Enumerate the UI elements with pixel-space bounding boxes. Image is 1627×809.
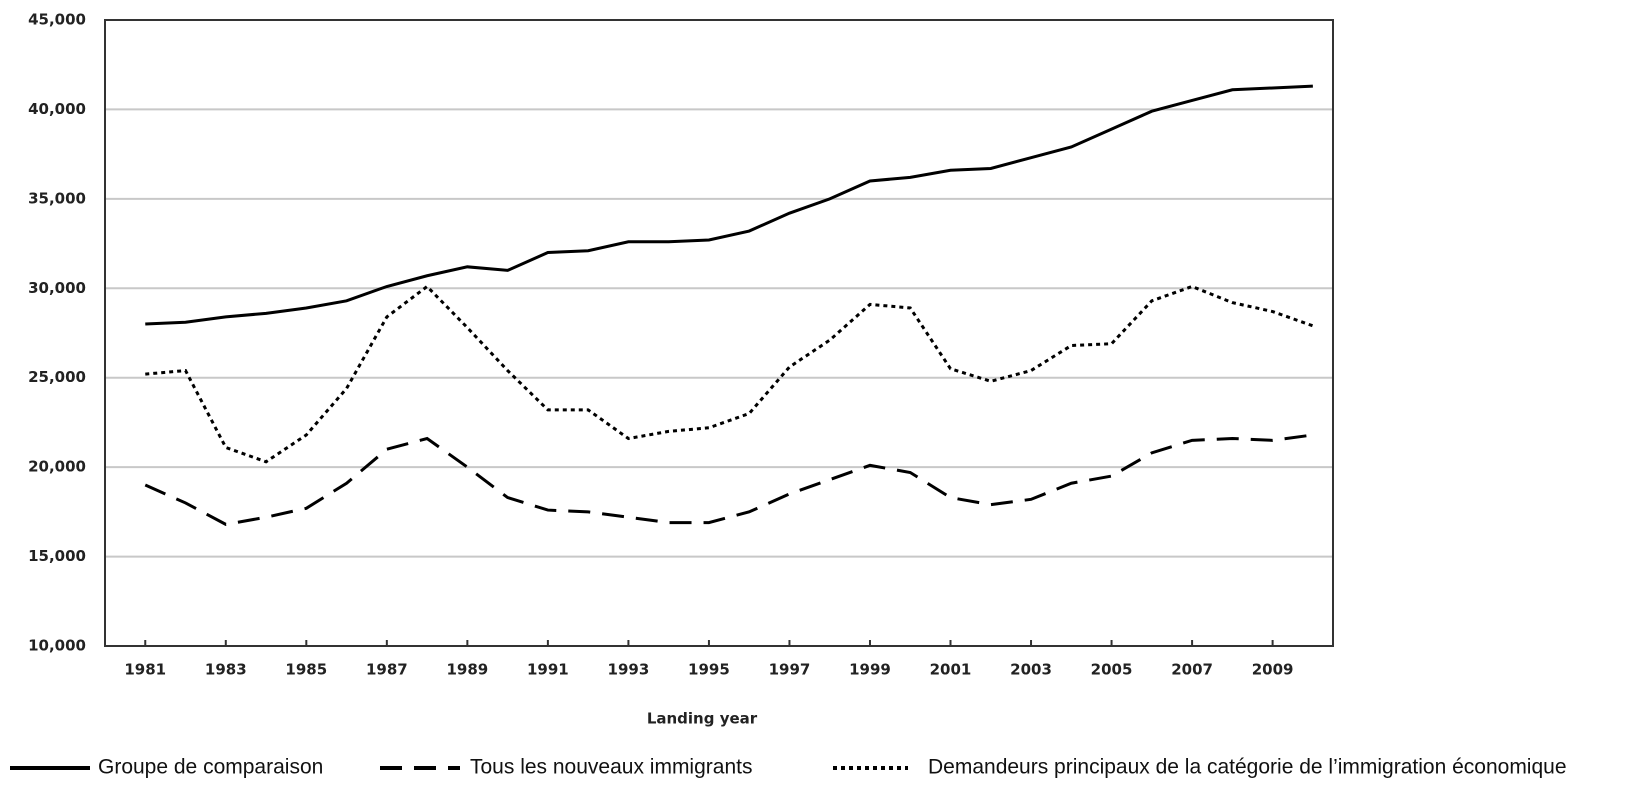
line-series xyxy=(145,284,1314,464)
x-tick-label: 1985 xyxy=(285,661,327,679)
y-tick-label: 25,000 xyxy=(28,368,86,386)
x-tick-label: 1997 xyxy=(769,661,811,679)
legend-label: Tous les nouveaux immigrants xyxy=(470,756,752,779)
x-tick-label: 2007 xyxy=(1171,661,1213,679)
x-tick-label: 2009 xyxy=(1252,661,1294,679)
x-tick-label: 2001 xyxy=(930,661,972,679)
y-tick-label: 10,000 xyxy=(28,637,86,655)
x-tick-label: 1983 xyxy=(205,661,247,679)
x-tick-label: 2005 xyxy=(1091,661,1133,679)
line-series xyxy=(145,84,1313,326)
x-tick-label: 1991 xyxy=(527,661,569,679)
y-tick-label: 30,000 xyxy=(28,279,86,297)
x-tick-label: 1993 xyxy=(608,661,650,679)
x-tick-label: 1999 xyxy=(849,661,891,679)
y-tick-label: 40,000 xyxy=(28,100,86,118)
legend-label: Demandeurs principaux de la catégorie de… xyxy=(928,756,1567,779)
x-tick-label: 1981 xyxy=(124,661,166,679)
plot-frame xyxy=(104,19,1334,647)
y-tick-label: 15,000 xyxy=(28,547,86,565)
x-tick-label: 1995 xyxy=(688,661,730,679)
y-tick-label: 20,000 xyxy=(28,458,86,476)
line-series xyxy=(144,433,1314,526)
x-axis-label: Landing year xyxy=(647,710,758,728)
x-tick-label: 1987 xyxy=(366,661,408,679)
y-tick-label: 35,000 xyxy=(28,189,86,207)
x-tick-label: 1989 xyxy=(446,661,488,679)
x-tick-label: 2003 xyxy=(1010,661,1052,679)
y-tick-label: 45,000 xyxy=(28,11,86,29)
legend-label: Groupe de comparaison xyxy=(98,756,323,779)
